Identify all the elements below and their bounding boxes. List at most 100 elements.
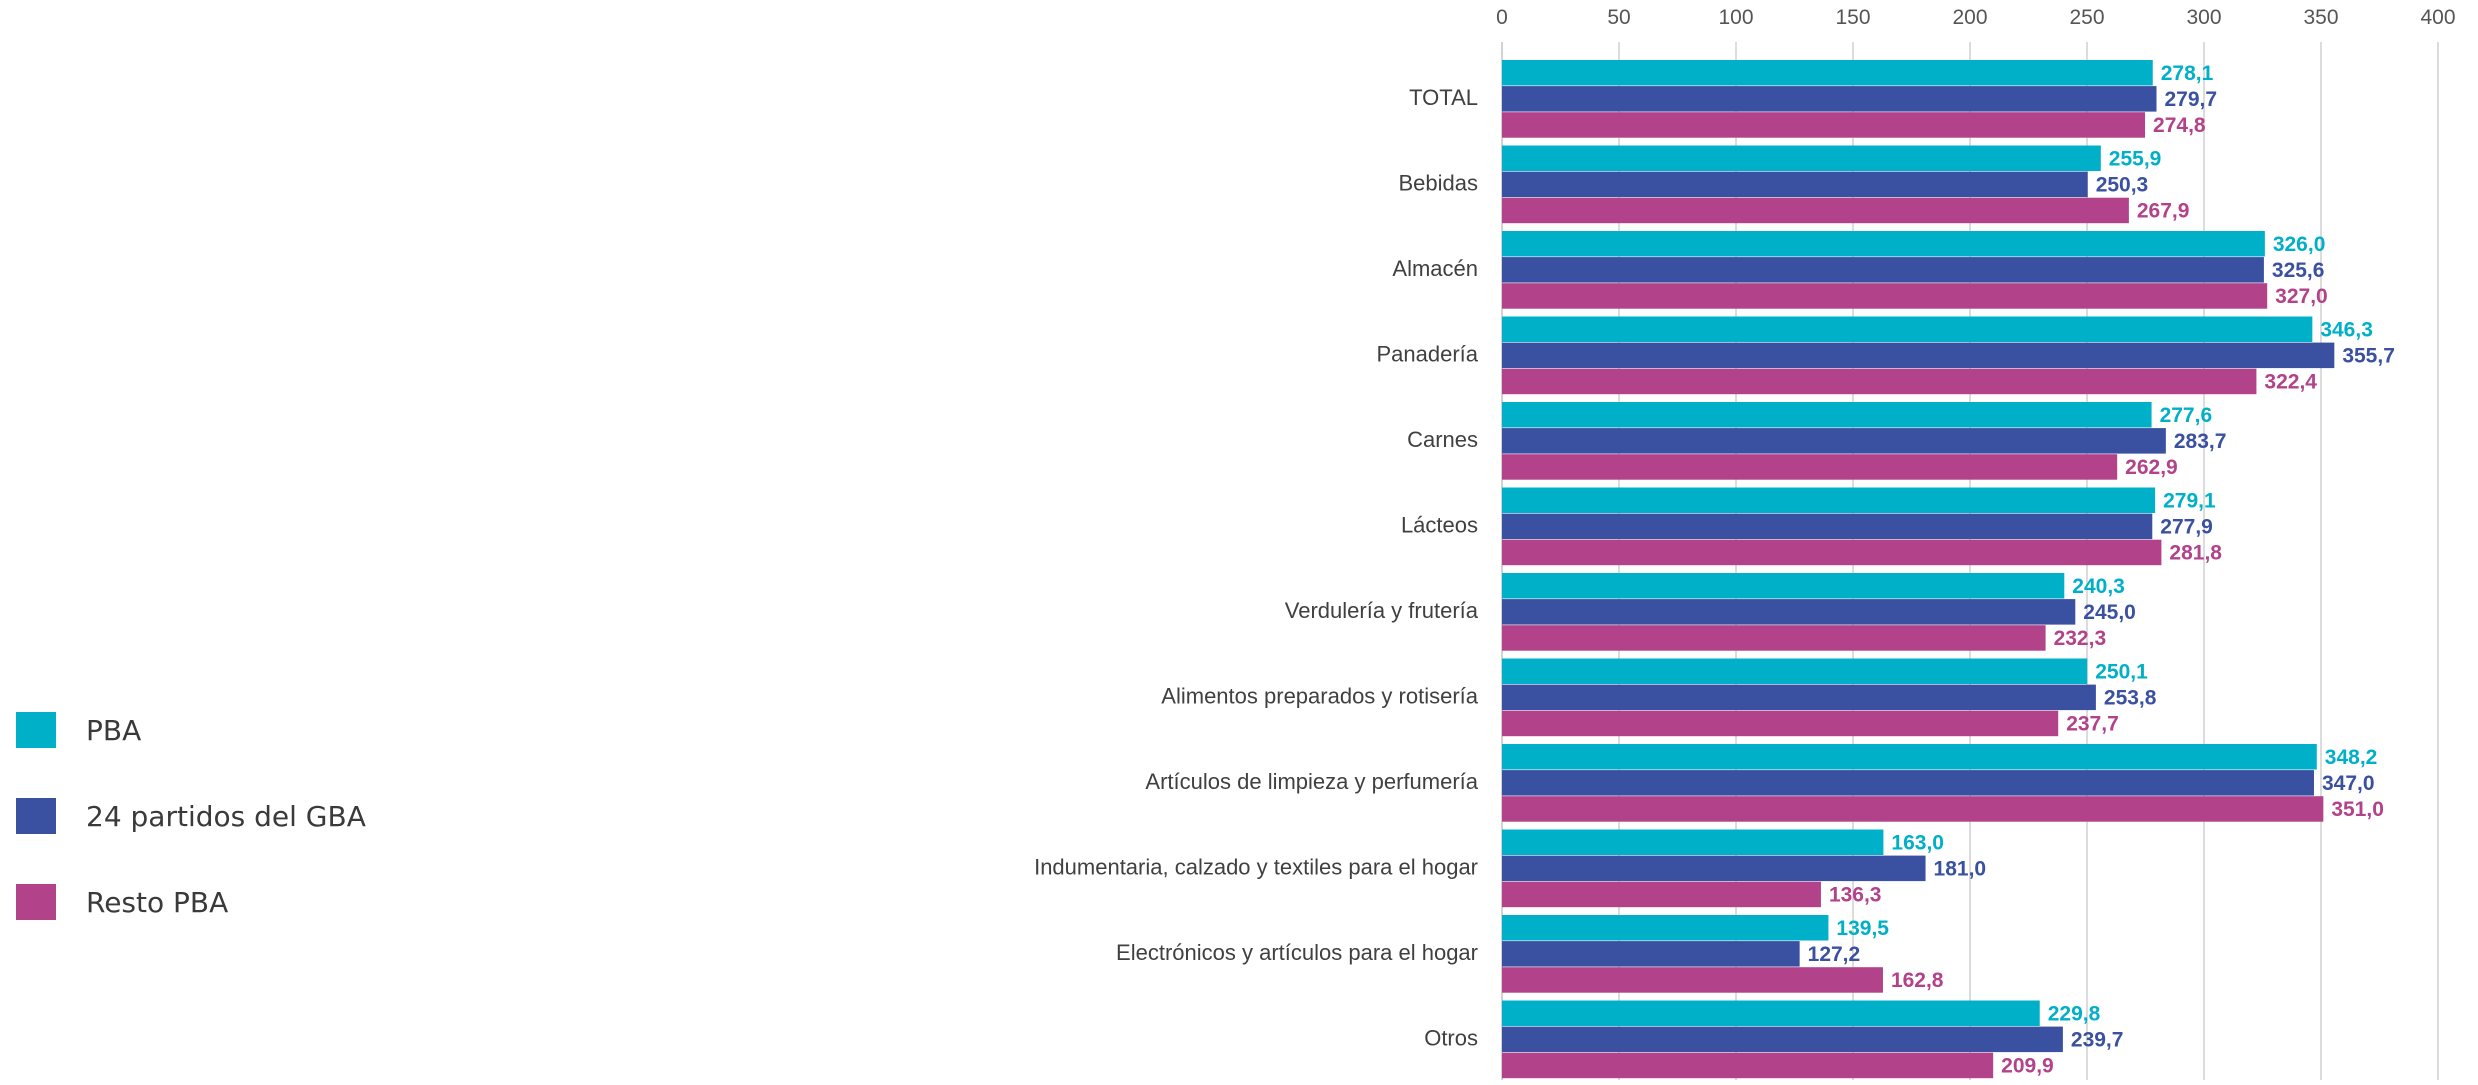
bar-resto-pba (1502, 368, 2257, 395)
legend-label-pba: PBA (86, 713, 142, 747)
bar-resto-pba (1502, 881, 1821, 908)
bar-pba (1502, 487, 2156, 513)
legend-label-resto-pba: Resto PBA (86, 885, 229, 919)
category-label: Artículos de limpieza y perfumería (1145, 769, 1478, 794)
data-label: 163,0 (1891, 831, 1944, 854)
data-label: 355,7 (2342, 344, 2395, 367)
bar-24-partidos-del-gba (1502, 770, 2314, 796)
data-label: 325,6 (2272, 259, 2325, 282)
data-label: 181,0 (1934, 857, 1987, 880)
data-label: 253,8 (2104, 686, 2157, 709)
bar-resto-pba (1502, 967, 1883, 993)
data-label: 267,9 (2137, 199, 2190, 222)
bar-pba (1502, 915, 1829, 941)
x-tick-label-350: 350 (2303, 6, 2338, 29)
bar-24-partidos-del-gba (1502, 428, 2166, 454)
data-label: 322,4 (2264, 370, 2317, 393)
bar-pba (1502, 316, 2313, 342)
x-tick-label-0: 0 (1496, 6, 1508, 29)
x-tick-label-400: 400 (2420, 6, 2455, 29)
legend-item-resto-pba: Resto PBA (16, 862, 436, 942)
bar-pba (1502, 744, 2317, 770)
category-label: Bebidas (1398, 170, 1478, 195)
bar-24-partidos-del-gba (1502, 855, 1926, 882)
bar-pba (1502, 829, 1884, 855)
x-tick-label-300: 300 (2186, 6, 2221, 29)
x-tick-label-150: 150 (1835, 6, 1870, 29)
data-label: 283,7 (2174, 430, 2227, 453)
bar-pba (1502, 573, 2065, 599)
data-label: 278,1 (2161, 62, 2214, 85)
data-label: 239,7 (2071, 1028, 2124, 1051)
bar-resto-pba (1502, 1052, 1994, 1079)
data-label: 127,2 (1808, 943, 1861, 966)
bar-24-partidos-del-gba (1502, 171, 2088, 198)
bar-24-partidos-del-gba (1502, 941, 1800, 967)
category-label: Verdulería y frutería (1285, 598, 1479, 623)
data-label: 326,0 (2273, 233, 2326, 256)
data-label: 327,0 (2275, 285, 2328, 308)
bar-24-partidos-del-gba (1502, 86, 2157, 112)
data-label: 232,3 (2054, 627, 2107, 650)
data-label: 255,9 (2109, 147, 2162, 170)
category-label: Panadería (1376, 341, 1478, 366)
data-label: 274,8 (2153, 114, 2206, 137)
data-label: 277,6 (2160, 404, 2213, 427)
data-label: 250,1 (2095, 660, 2148, 683)
data-label: 281,8 (2169, 541, 2222, 564)
bar-pba (1502, 402, 2152, 428)
data-label: 279,1 (2163, 489, 2216, 512)
data-label: 162,8 (1891, 969, 1944, 992)
bar-24-partidos-del-gba (1502, 599, 2076, 625)
category-label: TOTAL (1409, 85, 1478, 110)
data-label: 245,0 (2083, 601, 2136, 624)
bar-pba (1502, 231, 2265, 257)
data-label: 250,3 (2096, 173, 2149, 196)
category-label: Almacén (1392, 256, 1478, 281)
bar-pba (1502, 1000, 2040, 1026)
category-label: Lácteos (1401, 512, 1478, 537)
bar-resto-pba (1502, 112, 2146, 138)
data-label: 240,3 (2072, 575, 2125, 598)
data-label: 139,5 (1836, 917, 1889, 940)
bar-resto-pba (1502, 625, 2046, 651)
x-tick-label-100: 100 (1718, 6, 1753, 29)
bar-pba (1502, 60, 2153, 86)
data-label: 279,7 (2164, 88, 2217, 111)
bar-resto-pba (1502, 283, 2268, 309)
bar-pba (1502, 658, 2088, 684)
bar-resto-pba (1502, 710, 2059, 737)
legend-swatch-24-partidos-gba (16, 798, 56, 834)
category-label: Electrónicos y artículos para el hogar (1116, 940, 1478, 965)
bar-resto-pba (1502, 454, 2118, 480)
data-label: 209,9 (2001, 1054, 2054, 1077)
bar-24-partidos-del-gba (1502, 257, 2264, 283)
category-label: Otros (1424, 1025, 1478, 1050)
data-label: 277,9 (2160, 515, 2213, 538)
category-label: Alimentos preparados y rotisería (1161, 683, 1478, 708)
legend-label-24-partidos-gba: 24 partidos del GBA (86, 799, 366, 833)
data-label: 348,2 (2325, 746, 2378, 769)
bar-24-partidos-del-gba (1502, 684, 2096, 711)
bar-resto-pba (1502, 796, 2324, 822)
bar-resto-pba (1502, 539, 2162, 566)
legend-swatch-resto-pba (16, 884, 56, 920)
legend-item-24-partidos-gba: 24 partidos del GBA (16, 776, 436, 856)
data-label: 229,8 (2048, 1002, 2101, 1025)
category-label: Indumentaria, calzado y textiles para el… (1034, 854, 1478, 879)
legend-item-pba: PBA (16, 690, 436, 770)
data-label: 262,9 (2125, 456, 2178, 479)
x-tick-label-250: 250 (2069, 6, 2104, 29)
bar-24-partidos-del-gba (1502, 513, 2153, 540)
bar-24-partidos-del-gba (1502, 342, 2335, 369)
bar-24-partidos-del-gba (1502, 1026, 2063, 1053)
x-tick-label-50: 50 (1607, 6, 1630, 29)
bar-resto-pba (1502, 197, 2129, 224)
bar-pba (1502, 145, 2101, 171)
data-label: 347,0 (2322, 772, 2375, 795)
data-label: 346,3 (2320, 318, 2373, 341)
legend: PBA 24 partidos del GBA Resto PBA (16, 690, 436, 948)
data-label: 237,7 (2066, 712, 2119, 735)
